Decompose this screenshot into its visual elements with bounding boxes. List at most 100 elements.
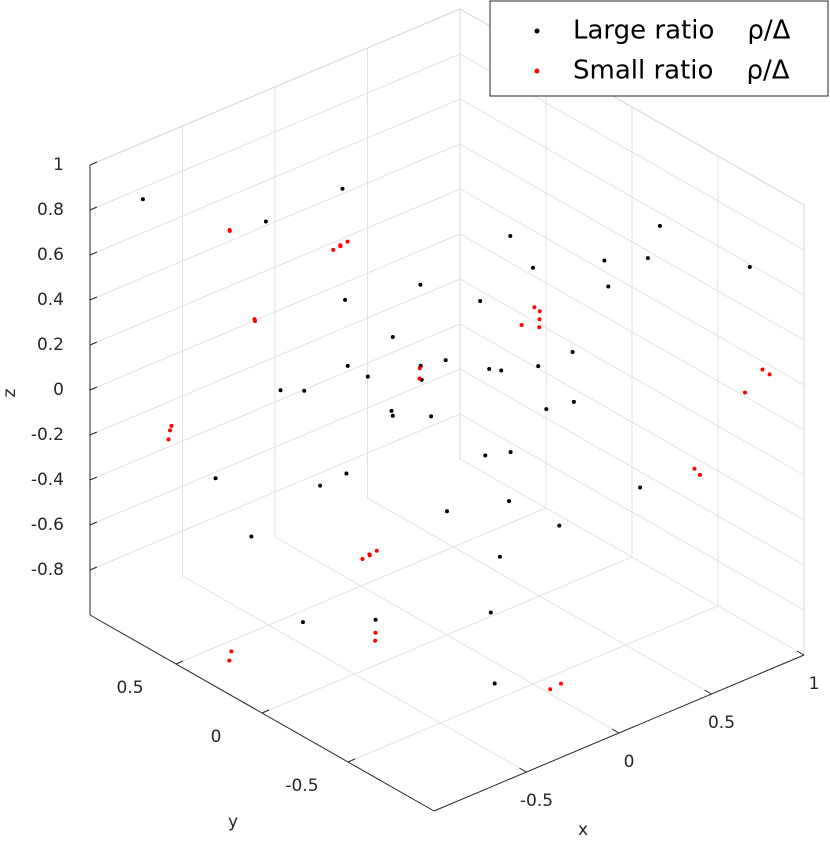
point [697,472,702,477]
point [499,368,504,373]
point [331,247,336,252]
z-tick [89,206,98,211]
point [168,428,172,433]
y-axis-title: y [228,812,238,832]
x-tick-label: 0.5 [708,713,735,733]
point [645,256,650,261]
y-tick [261,709,270,714]
z-tick-label: -0.2 [31,425,64,445]
point [166,437,171,442]
z-tick-label: 1 [53,155,64,175]
point [390,335,395,340]
point [606,284,611,289]
point [537,317,542,322]
z-axis-title: z [0,388,20,397]
point [374,548,379,553]
legend: Large ratio ρ/Δ Small ratio ρ/Δ [489,0,829,97]
point [249,534,254,539]
point [508,450,513,455]
point [638,485,643,490]
point [483,453,488,458]
point [302,388,307,393]
point [227,658,232,663]
point [169,423,174,428]
axes-layer: -0.8 -0.6 -0.4 -0.2 0 0.2 0.4 0.6 0.8 1 -0.5 0 0.5 -0… [31,155,820,812]
point [229,649,234,654]
grid-layer [89,8,805,773]
point [537,325,542,330]
point [417,376,422,381]
x-tick-label: 1 [809,674,820,694]
y-tick [175,660,184,665]
z-tick-label: 0.8 [37,200,64,220]
z-tick-label: 0.4 [37,290,64,310]
x-tick [519,767,527,773]
point [743,390,747,395]
z-tick [89,521,98,526]
point [360,557,365,561]
point [557,523,562,528]
z-tick-label: -0.8 [31,560,64,580]
z-tick [89,161,98,166]
z-tick [89,431,98,436]
y-tick-label: 0.5 [116,678,143,698]
x-tick [611,728,620,734]
point [263,219,268,224]
point [252,317,257,322]
point [537,309,542,314]
point [548,687,553,692]
grid-line [261,556,633,714]
z-tick [89,566,98,571]
z-tick [89,251,98,256]
point [338,243,343,248]
point [345,239,350,244]
point [429,414,434,419]
point [508,234,513,238]
point [544,407,549,412]
point [531,265,535,270]
point [373,630,378,635]
point [417,366,422,371]
box-edge [89,8,461,166]
point [657,223,662,228]
point [488,610,493,615]
point [602,258,607,263]
z-tick-label: 0.2 [37,335,64,355]
z-tick [89,386,98,391]
legend-label: Large ratio ρ/Δ [573,16,791,46]
z-tick-label: 0.6 [37,245,64,265]
point [389,408,394,413]
point [571,399,576,404]
point [487,367,492,371]
z-tick [89,296,98,301]
z-tick [89,341,98,346]
x-tick [796,650,805,656]
x-tick-label: -0.5 [520,791,553,811]
point [536,364,541,369]
point [760,367,765,372]
point [747,265,752,270]
legend-label: Small ratio ρ/Δ [573,56,790,86]
point [343,297,348,302]
point [278,388,283,393]
point [418,282,423,287]
legend-marker [534,68,540,74]
point [507,499,511,504]
x-axis-title: x [578,820,588,839]
point [519,323,524,327]
point [340,186,345,191]
z-tick [89,476,98,481]
point [344,471,349,476]
point [213,476,218,481]
point [390,413,395,418]
z-tick-label: -0.6 [31,515,64,535]
legend-box [489,0,829,97]
point [767,372,772,377]
point [445,509,449,514]
point [692,466,697,471]
x-tick [704,689,712,695]
y-tick [347,758,356,763]
point [227,228,232,233]
